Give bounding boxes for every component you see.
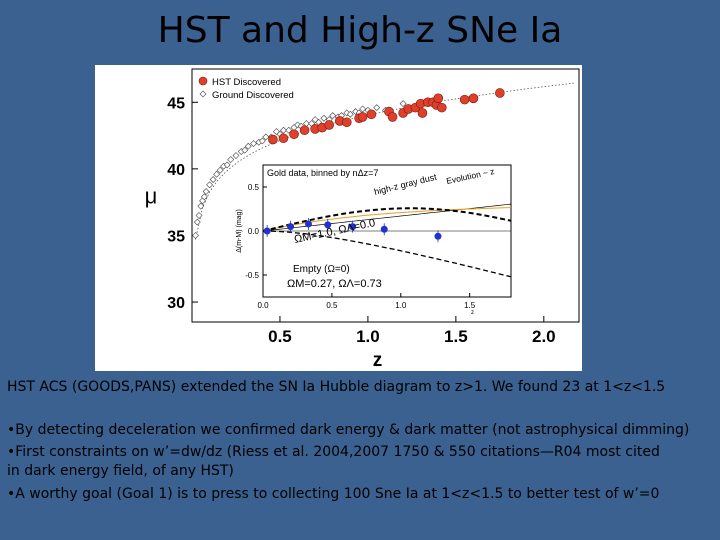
inset-y-tick-label: -0.5 bbox=[245, 271, 259, 280]
hst-point bbox=[387, 112, 398, 122]
x-tick-label: 1.0 bbox=[356, 327, 380, 346]
y-tick-label: 45 bbox=[167, 95, 185, 112]
ground-point bbox=[213, 170, 221, 178]
hubble-diagram-figure: 30 35 40 45 0.5 1.0 1.5 2.0 z μ HST Discovered Grou… bbox=[95, 65, 582, 371]
x-tick-label: 0.5 bbox=[268, 327, 292, 346]
omega-m1-curve bbox=[262, 230, 512, 278]
inset-y-tick-label: 0.0 bbox=[248, 227, 260, 236]
inset-x-tick-label: 0.5 bbox=[326, 301, 338, 310]
y-tick-label: 40 bbox=[167, 162, 185, 179]
binned-point bbox=[304, 220, 312, 228]
inset-title: Gold data, binned by nΔz=7 bbox=[267, 168, 378, 178]
y-axis-label: μ bbox=[145, 184, 158, 209]
hst-point bbox=[357, 112, 368, 122]
binned-point bbox=[380, 225, 388, 233]
inset-y-tick-label: 0.5 bbox=[248, 183, 260, 192]
ground-point bbox=[227, 156, 235, 163]
caption: HST ACS (GOODS,PANS) extended the SN Ia … bbox=[7, 379, 666, 395]
ground-point bbox=[223, 161, 231, 169]
ground-point bbox=[193, 218, 201, 226]
annotation-empty: Empty (Ω=0) bbox=[293, 264, 350, 275]
inset-x-tick-label: 1.0 bbox=[395, 301, 407, 310]
ground-point bbox=[232, 152, 240, 159]
hst-point bbox=[366, 109, 377, 120]
model-curve bbox=[195, 82, 576, 240]
ground-point bbox=[280, 126, 287, 134]
bullet-3: •A worthy goal (Goal 1) is to press to c… bbox=[7, 486, 660, 502]
hst-point bbox=[289, 129, 299, 140]
hst-point bbox=[495, 88, 505, 98]
gray-dust-curve bbox=[262, 207, 512, 232]
ground-point bbox=[262, 133, 270, 141]
ground-point bbox=[258, 137, 266, 145]
x-axis-label: z bbox=[373, 350, 383, 371]
legend-ground-label: Ground Discovered bbox=[212, 90, 294, 101]
ground-point bbox=[250, 140, 257, 147]
ground-point bbox=[373, 104, 381, 112]
ground-point bbox=[320, 114, 328, 122]
ground-point bbox=[244, 142, 252, 150]
ground-point bbox=[192, 232, 199, 239]
ground-point bbox=[202, 188, 210, 195]
inset-x-tick-label: 0.0 bbox=[257, 301, 269, 310]
inset-y-axis-label: Δ(m-M) (mag) bbox=[236, 209, 243, 253]
binned-point bbox=[263, 227, 271, 235]
hst-point bbox=[324, 120, 335, 130]
legend-ground-marker bbox=[199, 90, 207, 98]
hst-point bbox=[436, 102, 447, 113]
y-tick-label: 35 bbox=[167, 228, 185, 245]
ground-point bbox=[200, 193, 208, 201]
ground-point bbox=[399, 100, 407, 108]
ground-point bbox=[359, 105, 367, 113]
slide-title: HST and High-z SNe Ia bbox=[157, 10, 563, 51]
x-tick-label: 1.5 bbox=[444, 327, 468, 346]
binned-point bbox=[324, 221, 332, 229]
hubble-diagram-svg: 30 35 40 45 0.5 1.0 1.5 2.0 z μ HST Discovered Grou… bbox=[145, 68, 580, 371]
main-plot-frame bbox=[191, 68, 580, 323]
ground-point bbox=[197, 202, 205, 210]
hst-point bbox=[459, 94, 470, 105]
hst-point bbox=[278, 133, 289, 144]
legend-hst-marker bbox=[198, 76, 208, 86]
hst-point bbox=[268, 134, 278, 145]
binned-point bbox=[349, 223, 357, 231]
ground-point bbox=[329, 112, 337, 120]
inset-x-axis-label: z bbox=[471, 310, 474, 316]
ground-point bbox=[209, 176, 217, 183]
x-tick-label: 2.0 bbox=[532, 327, 556, 346]
lcdm-curve bbox=[262, 207, 512, 232]
ground-point bbox=[216, 166, 224, 174]
ground-point bbox=[241, 146, 249, 154]
bullet-1: •By detecting deceleration we confirmed … bbox=[7, 422, 690, 438]
hst-point bbox=[342, 117, 352, 128]
hst-point bbox=[417, 108, 428, 118]
binned-point bbox=[434, 232, 442, 240]
annotation-lcdm: ΩM=0.27, ΩΛ=0.73 bbox=[287, 278, 382, 290]
hst-point bbox=[433, 93, 444, 104]
hst-point bbox=[468, 93, 479, 104]
bullet-2: •First constraints on w’=dw/dz (Riess et… bbox=[7, 444, 660, 460]
ground-point bbox=[346, 110, 354, 118]
bullet-2-cont: in dark energy field, of any HST) bbox=[7, 463, 234, 479]
y-tick-label: 30 bbox=[167, 295, 185, 312]
legend-hst-label: HST Discovered bbox=[212, 77, 281, 88]
hst-point bbox=[299, 125, 310, 136]
ground-point bbox=[195, 212, 203, 219]
ground-point bbox=[206, 181, 214, 189]
inset-x-tick-label: 1.5 bbox=[464, 301, 476, 310]
binned-point bbox=[287, 223, 295, 231]
